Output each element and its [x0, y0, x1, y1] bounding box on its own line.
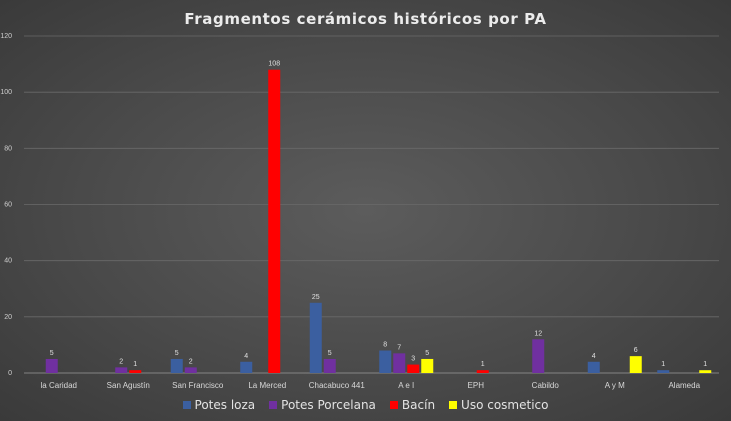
bar — [587, 361, 600, 373]
data-label: 1 — [133, 361, 137, 368]
x-tick-label: A y M — [605, 381, 625, 390]
data-label: 7 — [397, 344, 401, 351]
bar — [268, 69, 281, 373]
data-label: 6 — [634, 347, 638, 354]
bar — [184, 367, 197, 373]
bar — [323, 358, 336, 373]
y-tick-label: 40 — [4, 258, 12, 265]
y-tick-label: 120 — [0, 33, 12, 40]
data-label: 5 — [175, 350, 179, 357]
legend-item: Bacín — [389, 398, 436, 412]
x-tick-label: San Francisco — [172, 381, 224, 390]
x-tick-label: Cabildo — [532, 381, 560, 390]
data-label: 108 — [268, 61, 280, 68]
x-tick-label: Chacabuco 441 — [309, 381, 366, 390]
legend-item: Uso cosmetico — [449, 398, 548, 412]
y-tick-label: 0 — [8, 370, 12, 377]
data-label: 3 — [411, 356, 415, 363]
x-tick-label: EPH — [468, 381, 485, 390]
bar — [629, 356, 642, 373]
legend-label: Bacín — [401, 398, 436, 412]
bar — [379, 350, 392, 373]
bar — [476, 370, 489, 373]
legend-label: Potes loza — [194, 398, 256, 412]
legend-swatch — [269, 401, 278, 409]
bar — [407, 364, 420, 373]
bar — [309, 302, 322, 373]
data-label: 25 — [312, 294, 320, 301]
legend-label: Uso cosmetico — [461, 398, 549, 412]
bar — [115, 367, 128, 373]
x-tick-label: San Agustín — [107, 381, 150, 390]
data-label: 5 — [328, 350, 332, 357]
y-tick-label: 60 — [4, 202, 12, 209]
bar — [657, 370, 670, 373]
bar — [393, 353, 406, 373]
x-tick-label: La Merced — [248, 381, 286, 390]
y-tick-label: 20 — [4, 314, 12, 321]
legend-item: Potes loza — [182, 398, 256, 412]
bar — [240, 361, 253, 373]
x-tick-label: la Caridad — [41, 381, 77, 390]
data-label: 4 — [592, 353, 596, 360]
x-tick-label: A e I — [398, 381, 414, 390]
data-label: 2 — [189, 358, 193, 365]
y-tick-label: 100 — [0, 89, 12, 96]
chart-title: Fragmentos cerámicos históricos por PA — [184, 10, 547, 28]
data-label: 4 — [244, 353, 248, 360]
legend-swatch — [182, 401, 191, 409]
legend: Potes loza Potes Porcelana Bacín Uso cosmet… — [0, 398, 731, 412]
legend-label: Potes Porcelana — [281, 398, 376, 412]
bar — [170, 358, 183, 373]
y-tick-label: 80 — [4, 145, 12, 152]
data-label: 2 — [119, 358, 123, 365]
bar — [45, 358, 58, 373]
data-label: 5 — [50, 350, 54, 357]
x-tick-label: Alameda — [668, 381, 700, 390]
bar — [129, 370, 142, 373]
legend-swatch — [389, 401, 398, 409]
bar — [699, 370, 712, 373]
data-label: 8 — [383, 342, 387, 349]
data-label: 1 — [661, 361, 665, 368]
legend-swatch — [449, 401, 458, 409]
data-label: 5 — [425, 350, 429, 357]
legend-item: Potes Porcelana — [269, 398, 376, 412]
bar — [421, 358, 434, 373]
bar — [532, 339, 545, 373]
data-label: 1 — [703, 361, 707, 368]
data-label: 1 — [481, 361, 485, 368]
data-label: 12 — [534, 330, 542, 337]
